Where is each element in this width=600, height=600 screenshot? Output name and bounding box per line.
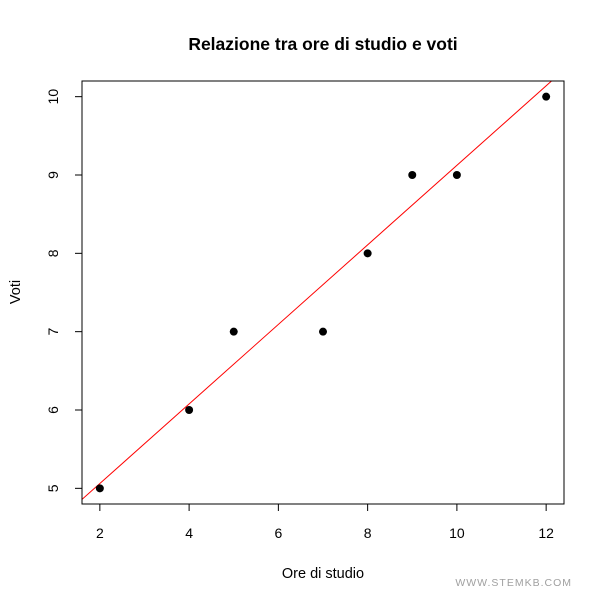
y-axis: 5 6 7 8 9 10 [45,89,83,492]
y-tick-label: 9 [45,171,61,179]
data-point [319,327,327,336]
data-point [185,406,194,414]
x-tick-label: 6 [274,525,282,541]
data-point [542,92,551,101]
data-point [408,171,417,179]
x-tick-label: 8 [364,525,372,541]
watermark-text: WWW.STEMKB.COM [455,577,572,589]
data-point [95,484,104,493]
x-axis-label: Ore di studio [282,566,364,582]
y-tick-label: 6 [45,406,61,414]
data-point [229,327,238,336]
data-point [363,249,372,258]
y-tick-label: 10 [45,89,61,105]
x-tick-label: 2 [96,525,104,541]
y-axis-label: Voti [8,280,24,304]
x-axis: 2 4 6 8 10 12 [96,503,554,541]
y-tick-label: 7 [45,328,61,336]
data-points [95,92,551,493]
data-point [452,171,461,179]
x-tick-label: 12 [538,525,554,541]
y-tick-label: 5 [45,484,61,492]
y-tick-label: 8 [45,249,61,257]
x-tick-label: 4 [185,525,193,541]
chart-title: Relazione tra ore di studio e voti [188,34,457,54]
x-tick-label: 10 [449,525,465,541]
plot-frame [81,80,565,505]
regression-line [82,81,553,500]
